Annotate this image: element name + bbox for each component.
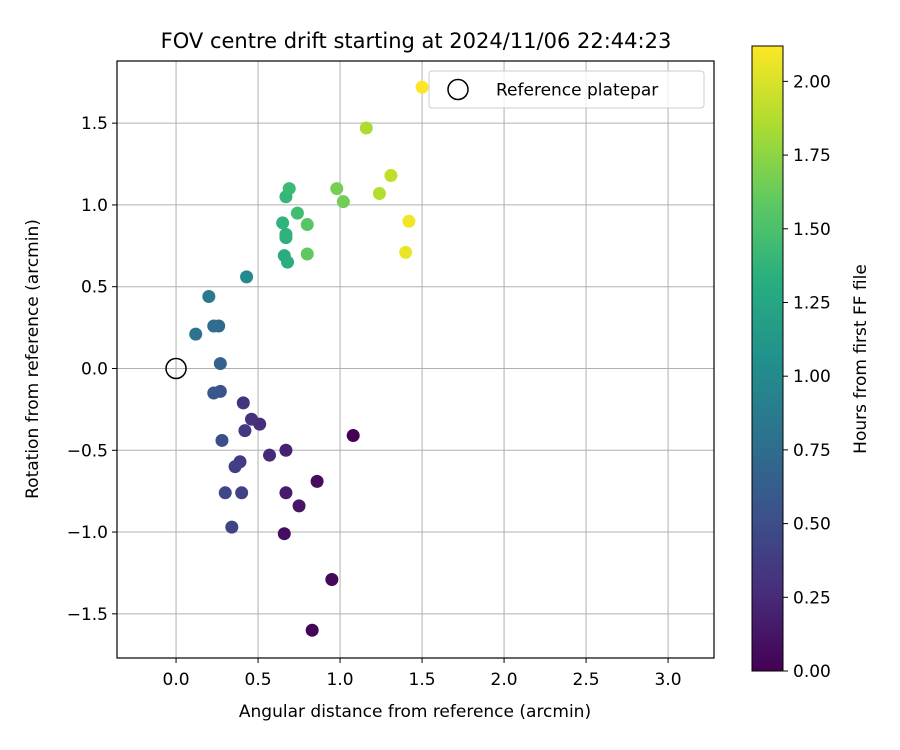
y-axis-label: Rotation from reference (arcmin) — [23, 219, 43, 499]
y-tick-label: 0.0 — [81, 359, 108, 379]
colorbar-tick-label: 0.25 — [793, 588, 831, 608]
x-tick-label: 2.5 — [573, 670, 600, 690]
y-tick-label: −1.0 — [67, 523, 108, 543]
data-point — [276, 216, 290, 230]
legend-reference-marker — [447, 78, 469, 101]
colorbar-tick-label: 0.00 — [793, 662, 831, 682]
data-point — [218, 486, 232, 500]
data-point — [402, 214, 416, 228]
colorbar-ticks: 0.00 0.25 0.50 0.75 1.00 1.25 1.50 1.75 2.00 — [783, 72, 831, 682]
colorbar-tick-label: 1.50 — [793, 220, 831, 240]
legend: Reference platepar — [428, 70, 705, 109]
y-axis-ticks: −1.5 −1.0 −0.5 0.0 0.5 1.0 1.5 — [67, 114, 117, 625]
colorbar-tick-label: 0.75 — [793, 441, 831, 461]
x-axis-label: Angular distance from reference (arcmin) — [239, 702, 591, 722]
x-tick-label: 1.0 — [327, 670, 354, 690]
y-tick-label: 1.0 — [81, 196, 108, 216]
data-point — [207, 386, 221, 400]
colorbar-label: Hours from first FF file — [851, 264, 871, 454]
colorbar-gradient — [751, 45, 784, 672]
data-point — [225, 520, 239, 534]
data-point — [281, 255, 295, 269]
chart-title: FOV centre drift starting at 2024/11/06 … — [161, 29, 672, 53]
y-tick-label: −0.5 — [67, 441, 108, 461]
data-point — [292, 499, 306, 513]
colorbar-tick-label: 1.25 — [793, 293, 831, 313]
data-point — [263, 448, 277, 462]
x-axis-ticks: 0.0 0.5 1.0 1.5 2.0 2.5 3.0 — [163, 658, 682, 690]
data-point — [213, 357, 227, 371]
data-point — [236, 396, 250, 410]
legend-box — [428, 70, 705, 109]
data-point — [330, 182, 344, 196]
data-point — [290, 206, 304, 220]
colorbar-tick-label: 1.00 — [793, 367, 831, 387]
data-point — [305, 623, 319, 637]
data-point — [310, 474, 324, 488]
colorbar-tick-label: 2.00 — [793, 72, 831, 92]
x-tick-label: 0.0 — [163, 670, 190, 690]
x-tick-label: 0.5 — [245, 670, 272, 690]
y-tick-label: −1.5 — [67, 605, 108, 625]
data-point — [279, 227, 293, 241]
data-point — [240, 270, 254, 284]
data-point — [207, 319, 221, 333]
data-point — [244, 412, 258, 426]
data-point — [235, 486, 249, 500]
data-point — [228, 460, 242, 474]
data-point — [384, 168, 398, 182]
data-point — [215, 433, 229, 447]
data-point — [279, 486, 293, 500]
legend-reference-label: Reference platepar — [496, 81, 658, 101]
colorbar: 0.00 0.25 0.50 0.75 1.00 1.25 1.50 1.75 2.00 Hou… — [751, 45, 871, 682]
grid-lines — [117, 61, 714, 658]
data-point — [372, 186, 386, 200]
colorbar-tick-label: 1.75 — [793, 146, 831, 166]
reference-marker — [165, 357, 187, 380]
data-point — [346, 429, 360, 443]
data-point — [359, 121, 373, 135]
data-point — [189, 327, 203, 341]
data-points — [189, 80, 429, 637]
data-point — [238, 424, 252, 438]
data-point — [325, 572, 339, 586]
x-tick-label: 3.0 — [655, 670, 682, 690]
y-tick-label: 0.5 — [81, 278, 108, 298]
data-point — [300, 218, 314, 232]
y-tick-label: 1.5 — [81, 114, 108, 134]
x-tick-label: 2.0 — [491, 670, 518, 690]
x-tick-label: 1.5 — [409, 670, 436, 690]
data-point — [336, 195, 350, 209]
colorbar-tick-label: 0.50 — [793, 515, 831, 535]
data-point — [399, 245, 413, 259]
reference-layer — [165, 357, 187, 380]
data-point — [279, 443, 293, 457]
data-point — [415, 80, 429, 94]
data-point — [300, 247, 314, 261]
plot-frame — [116, 60, 715, 659]
data-point — [277, 527, 291, 541]
data-point — [202, 290, 216, 304]
data-point — [282, 182, 296, 196]
